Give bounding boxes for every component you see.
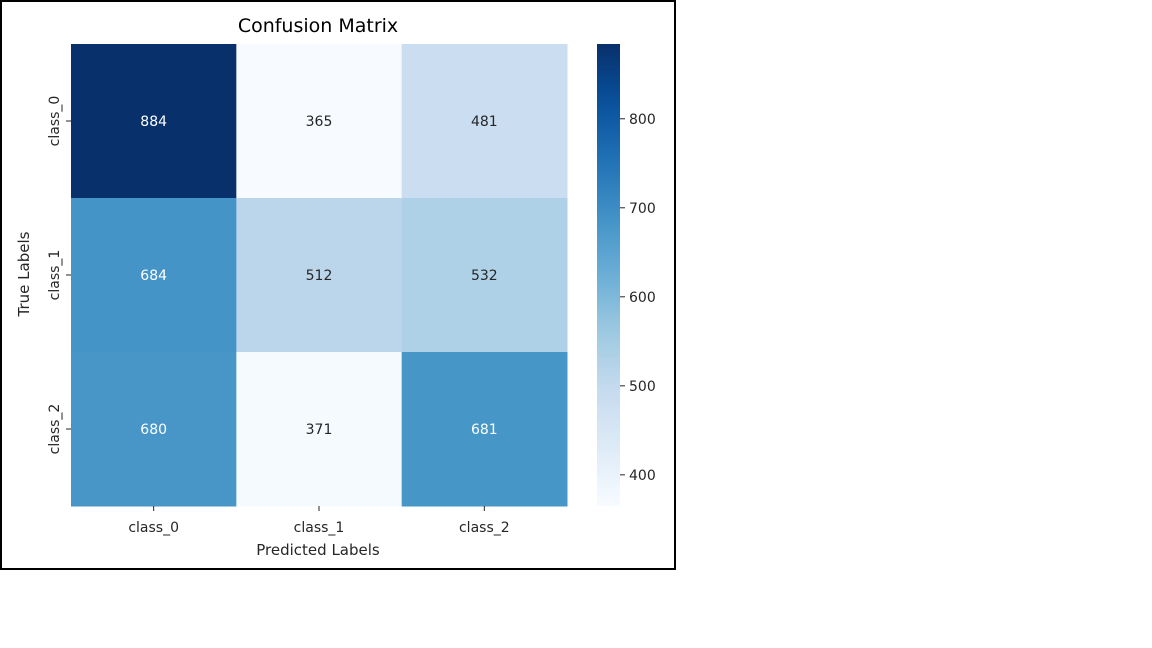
y-tick-label-0: class_0 [47, 96, 63, 147]
heatmap-cells [71, 44, 568, 507]
colorbar-tick-label-3: 700 [629, 201, 656, 217]
x-tick-label-0: class_0 [128, 520, 179, 536]
y-axis-ticks: class_0 class_1 class_2 [47, 96, 71, 455]
cell-annotation-r0-c1: 365 [306, 114, 333, 130]
heatmap-cell-r1-c0 [71, 198, 237, 353]
colorbar-tick-label-4: 800 [629, 112, 656, 128]
y-tick-label-1: class_1 [47, 250, 63, 301]
confusion-matrix-chart: Confusion Matrix 884 365 481 684 512 532 680 37… [15, 15, 656, 559]
colorbar-tick-label-0: 400 [629, 468, 656, 484]
cell-annotation-r0-c2: 481 [471, 114, 498, 130]
colorbar-ticks: 400 500 600 700 800 [620, 112, 656, 484]
colorbar-tick-label-1: 500 [629, 379, 656, 395]
heatmap-cell-r2-c1 [236, 352, 403, 507]
cell-annotation-r2-c2: 681 [471, 422, 498, 438]
figure-frame: Confusion Matrix 884 365 481 684 512 532 680 37… [0, 0, 676, 570]
heatmap-cell-r2-c0 [71, 352, 237, 507]
heatmap-cell-r1-c2 [401, 198, 568, 353]
cell-annotation-r1-c2: 532 [471, 268, 498, 284]
chart-title: Confusion Matrix [238, 15, 398, 37]
colorbar-tick-label-2: 600 [629, 290, 656, 306]
cell-annotation-r1-c1: 512 [306, 268, 333, 284]
cell-annotation-r1-c0: 684 [140, 268, 167, 284]
x-tick-label-2: class_2 [459, 520, 510, 536]
x-axis-label: Predicted Labels [256, 541, 380, 559]
heatmap-cell-r0-c1 [236, 44, 403, 199]
heatmap-cell-r2-c2 [401, 352, 568, 507]
cell-annotations: 884 365 481 684 512 532 680 371 681 [140, 114, 497, 438]
x-axis-ticks: class_0 class_1 class_2 [128, 506, 510, 536]
heatmap-cell-r1-c1 [236, 198, 403, 353]
y-tick-label-2: class_2 [47, 404, 63, 455]
y-axis-label: True Labels [15, 231, 33, 317]
cell-annotation-r2-c0: 680 [140, 422, 167, 438]
x-tick-label-1: class_1 [294, 520, 345, 536]
heatmap-cell-r0-c0 [71, 44, 237, 199]
cell-annotation-r2-c1: 371 [306, 422, 333, 438]
heatmap-cell-r0-c2 [401, 44, 568, 199]
colorbar [597, 44, 620, 506]
cell-annotation-r0-c0: 884 [140, 114, 167, 130]
